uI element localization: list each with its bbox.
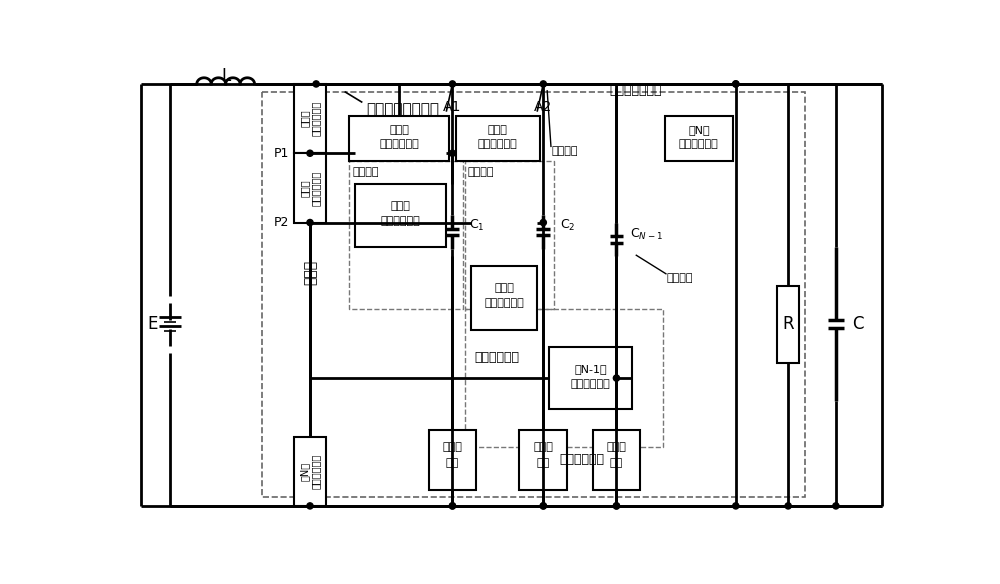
Text: 预充电: 预充电 bbox=[533, 443, 553, 453]
Text: ．．．．．．: ．．．．．． bbox=[475, 351, 520, 364]
Text: 第N个: 第N个 bbox=[688, 125, 710, 135]
Circle shape bbox=[613, 503, 620, 509]
Text: C$_{N-1}$: C$_{N-1}$ bbox=[630, 227, 663, 242]
Circle shape bbox=[733, 81, 739, 87]
Circle shape bbox=[449, 81, 456, 87]
Text: P1: P1 bbox=[274, 147, 289, 160]
Bar bbox=[294, 84, 326, 153]
Bar bbox=[262, 92, 805, 498]
Bar bbox=[777, 286, 799, 363]
Circle shape bbox=[833, 503, 839, 509]
Text: 第三开关模块: 第三开关模块 bbox=[484, 298, 524, 308]
Bar bbox=[465, 309, 663, 447]
Text: 第三开关模块: 第三开关模块 bbox=[381, 216, 420, 226]
Circle shape bbox=[449, 150, 456, 157]
Text: 功能电路: 功能电路 bbox=[468, 166, 494, 177]
Text: 功能电路: 功能电路 bbox=[666, 273, 693, 283]
Text: 第一开关模块: 第一开关模块 bbox=[379, 139, 419, 149]
Bar bbox=[294, 437, 326, 506]
Bar bbox=[471, 266, 537, 329]
Text: 第一开关模块: 第一开关模块 bbox=[478, 139, 518, 149]
Text: C: C bbox=[852, 315, 863, 333]
Text: C$_2$: C$_2$ bbox=[560, 218, 576, 233]
Circle shape bbox=[449, 503, 456, 509]
Circle shape bbox=[307, 150, 313, 157]
Text: 第二个: 第二个 bbox=[494, 283, 514, 293]
Circle shape bbox=[540, 220, 546, 225]
Text: P2: P2 bbox=[274, 216, 289, 229]
Circle shape bbox=[307, 503, 313, 509]
Bar bbox=[519, 430, 567, 490]
Circle shape bbox=[449, 503, 456, 509]
Bar bbox=[349, 116, 449, 161]
Text: ．．．: ．．． bbox=[303, 260, 317, 285]
Bar bbox=[549, 347, 632, 409]
Bar bbox=[429, 430, 476, 490]
Text: 单元: 单元 bbox=[610, 458, 623, 468]
Circle shape bbox=[307, 220, 313, 225]
Text: 功能电路: 功能电路 bbox=[551, 146, 578, 156]
Text: ．．．．．．: ．．．．．． bbox=[559, 453, 604, 466]
Text: 第二个: 第二个 bbox=[488, 125, 508, 135]
Bar bbox=[294, 153, 326, 223]
Text: 第一个: 第一个 bbox=[389, 125, 409, 135]
Bar bbox=[465, 161, 554, 309]
Text: C$_1$: C$_1$ bbox=[469, 218, 485, 233]
Text: L: L bbox=[221, 67, 231, 85]
Circle shape bbox=[313, 81, 319, 87]
Text: 第N-1个: 第N-1个 bbox=[574, 364, 607, 374]
Text: 预充电: 预充电 bbox=[443, 443, 462, 453]
Text: 第N个
第二开关模块: 第N个 第二开关模块 bbox=[299, 454, 321, 489]
Circle shape bbox=[540, 503, 546, 509]
Circle shape bbox=[613, 503, 620, 509]
Circle shape bbox=[613, 375, 620, 381]
Text: 第一开关模块: 第一开关模块 bbox=[679, 139, 719, 149]
Text: 第二个
第二开关模块: 第二个 第二开关模块 bbox=[299, 171, 321, 206]
Text: 功能电路: 功能电路 bbox=[352, 166, 379, 177]
Text: 升压功率变换电路: 升压功率变换电路 bbox=[366, 103, 439, 117]
Text: E: E bbox=[147, 315, 157, 333]
Circle shape bbox=[785, 503, 791, 509]
Circle shape bbox=[733, 503, 739, 509]
Text: 预充电: 预充电 bbox=[607, 443, 626, 453]
Text: A2: A2 bbox=[534, 100, 552, 114]
Text: 单元: 单元 bbox=[537, 458, 550, 468]
Bar bbox=[355, 184, 446, 247]
Text: R: R bbox=[782, 315, 794, 333]
Text: 第一个
第二开关模块: 第一个 第二开关模块 bbox=[299, 101, 321, 136]
Bar bbox=[665, 116, 733, 161]
Text: 第一个: 第一个 bbox=[391, 200, 410, 211]
Circle shape bbox=[733, 81, 739, 87]
Bar bbox=[349, 161, 463, 309]
Bar bbox=[456, 116, 540, 161]
Text: ．．．．．．．: ．．．．．．． bbox=[609, 84, 662, 96]
Text: 单元: 单元 bbox=[446, 458, 459, 468]
Circle shape bbox=[540, 81, 546, 87]
Circle shape bbox=[540, 503, 546, 509]
Text: A1: A1 bbox=[443, 100, 462, 114]
Bar bbox=[593, 430, 640, 490]
Text: 第三开关模块: 第三开关模块 bbox=[571, 379, 611, 390]
